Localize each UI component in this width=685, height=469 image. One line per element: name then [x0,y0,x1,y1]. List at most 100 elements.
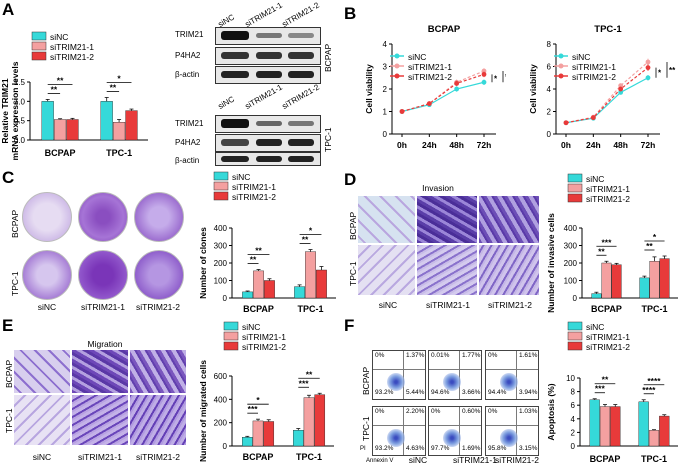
blot-band-strip [215,134,321,152]
legend-swatch [567,321,583,331]
quadrant-percentage: 5.44% [406,389,425,396]
blot-row-label: β-actin [175,156,200,165]
legend-label: siTRIM21-2 [586,342,630,352]
column-label: siTRIM21-1 [78,452,122,462]
significance-label: ** [250,254,257,264]
blot-row-label: P4HA2 [175,51,201,60]
bar [252,420,264,447]
y-axis-label: Number of invasive cells [546,213,556,313]
y-tick-label: 200 [214,419,228,428]
y-tick-label: 8 [547,40,552,49]
migration-image [130,350,186,393]
quadrant-divider [373,425,425,426]
bar [53,119,67,141]
significance-label: *** [299,378,310,388]
significance-label: * [309,226,313,236]
bar [659,415,670,447]
y-tick-label: 0.0 [14,136,26,145]
data-point [618,83,624,89]
significance-label: ** [669,66,676,75]
legend-swatch [31,41,47,51]
legend-swatch [567,173,583,183]
row-label: TPC-1 [348,261,358,286]
bar [41,101,54,141]
blot-lane-label: siTRIM21-1 [243,0,284,30]
significance-label: ** [110,82,117,92]
x-category-label: BCPAP [590,454,621,464]
quadrant-percentage: 1.03% [519,408,538,415]
blot-band-strip [215,66,321,84]
row-label: BCPAP [348,211,358,240]
chart-e-migration: 0 200 400 600 Number of migrated cells BCPAP *… [198,321,334,462]
column-label: siNC [378,300,398,310]
quadrant-percentage: 1.37% [406,352,425,359]
migration-image [130,395,186,445]
significance-label: ** [57,75,64,85]
data-point [645,75,651,81]
panel-e-title: Migration [87,339,123,349]
significance-label: * [256,395,260,405]
event-cloud [387,429,405,447]
panel-label-a: A [2,0,15,19]
colony-dish [78,250,128,300]
column-label: siTRIM21-2 [488,300,532,310]
migration-image [14,350,70,393]
legend-swatch [31,51,47,61]
legend-label: siNC [586,174,604,184]
legend-swatch [223,321,239,331]
y-tick-label: 300 [214,242,228,251]
significance-label: * [658,69,662,78]
significance-label: *** [602,237,613,247]
significance-label: * [494,74,498,83]
blot-band-strip [215,115,321,133]
significance-label: ** [51,84,58,94]
significance-label: ** [306,369,313,379]
y-tick-label: 0 [223,442,228,451]
quadrant-percentage: 2.20% [406,408,425,415]
bar [242,437,253,447]
invasion-image [358,245,415,295]
legend-swatch [213,191,229,201]
bar [589,399,600,447]
quadrant-percentage: 95.8% [488,445,507,452]
x-category-label: BCPAP [45,148,76,158]
quadrant-percentage: 3.66% [462,389,481,396]
invasion-image [417,245,477,295]
column-label: siTRIM21-2 [136,452,180,462]
y-tick-label: 1 [383,108,388,117]
invasion-image [479,196,539,243]
y-tick-label: 0.5 [14,117,26,126]
bar [599,406,611,447]
series-line [565,67,649,124]
bar [648,430,660,447]
legend-label: siNC [50,32,68,42]
column-label: siTRIM21-1 [81,302,125,312]
flow-plot: 0% 1.61% 94.4% 3.94% [485,350,539,400]
y-tick-label: 100 [214,277,228,286]
y-tick-label: 4 [547,85,552,94]
quadrant-divider [486,369,538,370]
event-cloud [443,373,461,391]
column-label: siNC [32,452,52,462]
quadrant-percentage: 1.69% [462,445,481,452]
panel-label-f: F [344,316,355,335]
quadrant-divider [429,425,481,426]
significance-label: **** [647,376,661,386]
x-category-label: TPC-1 [641,454,667,464]
bar [125,110,138,141]
quadrant-percentage: 0% [488,408,498,415]
legend-label: siTRIM21-2 [232,192,276,202]
event-cloud [387,373,405,391]
legend-label: siTRIM21-2 [242,342,286,352]
legend-swatch [213,181,229,191]
y-tick-label: 0 [573,294,578,303]
legend-label: siTRIM21-2 [572,72,616,82]
bar [253,270,264,299]
legend-swatch [223,341,239,351]
y-axis-label: Relative TRIM21 [0,78,10,143]
x-tick-label: 48h [613,140,628,150]
bar [100,101,113,141]
chart-title: TPC-1 [594,24,622,35]
blot-band-strip [215,47,321,65]
